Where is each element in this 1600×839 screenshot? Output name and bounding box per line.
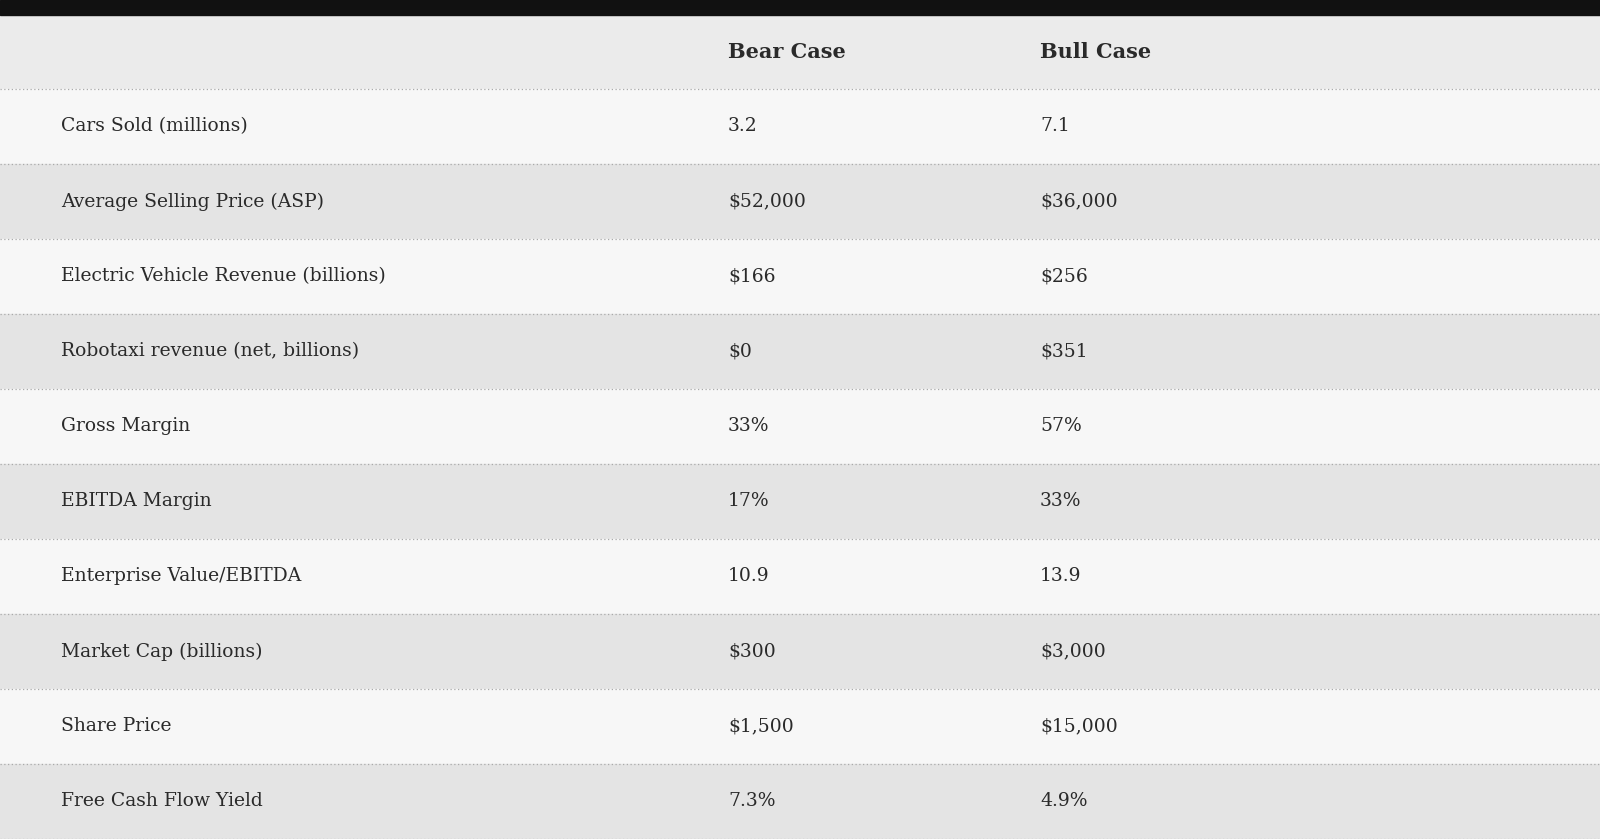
Text: Average Selling Price (ASP): Average Selling Price (ASP) [61,192,323,211]
Bar [0,689,1600,764]
Text: Share Price: Share Price [61,717,171,736]
Text: 7.3%: 7.3% [728,793,776,810]
Bar [0,314,1600,389]
Text: 7.1: 7.1 [1040,117,1070,135]
Text: Electric Vehicle Revenue (billions): Electric Vehicle Revenue (billions) [61,268,386,285]
Text: Robotaxi revenue (net, billions): Robotaxi revenue (net, billions) [61,342,358,361]
Bar [0,89,1600,164]
Text: Free Cash Flow Yield: Free Cash Flow Yield [61,793,262,810]
Text: 3.2: 3.2 [728,117,758,135]
Text: 33%: 33% [728,418,770,435]
Text: Bull Case: Bull Case [1040,42,1150,62]
Bar [0,464,1600,539]
Text: 33%: 33% [1040,492,1082,510]
Text: $256: $256 [1040,268,1088,285]
Text: 13.9: 13.9 [1040,567,1082,586]
Text: EBITDA Margin: EBITDA Margin [61,492,211,510]
Bar [0,15,1600,89]
Text: Cars Sold (millions): Cars Sold (millions) [61,117,248,135]
Text: $15,000: $15,000 [1040,717,1118,736]
Text: $52,000: $52,000 [728,192,806,211]
Text: $3,000: $3,000 [1040,643,1106,660]
Bar [0,0,1600,15]
Text: 10.9: 10.9 [728,567,770,586]
Text: $300: $300 [728,643,776,660]
Text: $351: $351 [1040,342,1088,361]
Text: Enterprise Value/EBITDA: Enterprise Value/EBITDA [61,567,301,586]
Text: $0: $0 [728,342,752,361]
Text: 57%: 57% [1040,418,1082,435]
Text: $36,000: $36,000 [1040,192,1118,211]
Bar [0,764,1600,839]
Text: Bear Case: Bear Case [728,42,846,62]
Text: Market Cap (billions): Market Cap (billions) [61,643,262,660]
Bar [0,614,1600,689]
Bar [0,164,1600,239]
Text: Gross Margin: Gross Margin [61,418,190,435]
Text: $1,500: $1,500 [728,717,794,736]
Text: $166: $166 [728,268,776,285]
Text: 17%: 17% [728,492,770,510]
Bar [0,239,1600,314]
Bar [0,389,1600,464]
Text: 4.9%: 4.9% [1040,793,1088,810]
Bar [0,539,1600,614]
